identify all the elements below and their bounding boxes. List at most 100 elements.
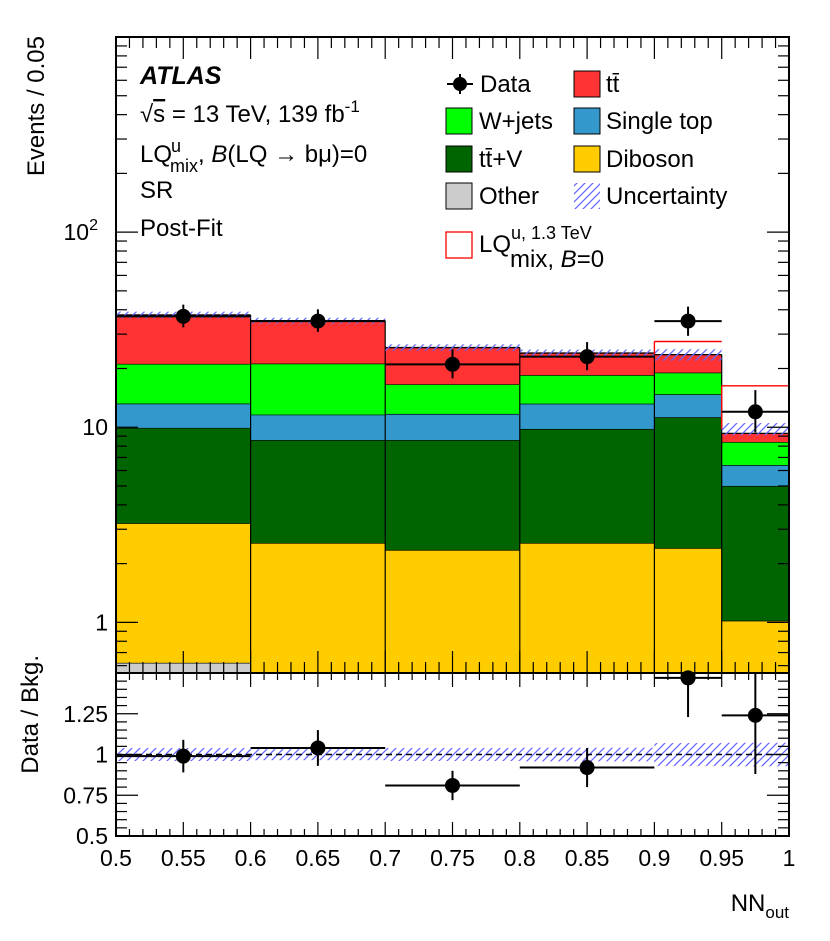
ratio-data-points bbox=[116, 670, 789, 801]
stack-bar-ttbar bbox=[721, 433, 789, 443]
legend-label-diboson: Diboson bbox=[606, 146, 694, 173]
main-y-tick-label: 10 bbox=[82, 414, 108, 440]
x-tick-label: 0.9 bbox=[638, 845, 670, 871]
data-point bbox=[445, 356, 460, 372]
stack-bar-diboson bbox=[721, 620, 789, 673]
stack-bar-wjets bbox=[116, 363, 251, 404]
model-tail-a: , bbox=[198, 141, 211, 168]
legend-swatch-other bbox=[445, 182, 473, 210]
fit-label: Post-Fit bbox=[140, 215, 223, 242]
x-tick-label: 0.95 bbox=[699, 845, 744, 871]
model-main: LQ bbox=[140, 141, 172, 168]
x-axis-title-sub: out bbox=[765, 903, 789, 922]
ratio-y-tick-label: 0.75 bbox=[63, 782, 108, 808]
data-point bbox=[310, 313, 326, 329]
ratio-uncertainty-bin bbox=[385, 747, 520, 762]
legend-item-data: Data bbox=[447, 71, 531, 98]
region-label: SR bbox=[140, 177, 173, 204]
x-tick-label: 0.5 bbox=[100, 845, 132, 871]
stack-bar-diboson bbox=[654, 548, 722, 673]
atlas-label: ATLAS bbox=[139, 62, 222, 90]
legend: Data tt̄ W+jets Single top tt̄+V Diboson… bbox=[445, 70, 727, 273]
x-axis-title-main: NN bbox=[731, 890, 766, 917]
stack-bar-ttv bbox=[250, 440, 386, 544]
legend-label-signal: LQu, 1.3 TeV bbox=[479, 223, 592, 258]
stack-bar-ttv bbox=[116, 427, 251, 524]
legend-label-signal-sub: mix, B=0 bbox=[510, 246, 604, 273]
stack-bar-singletop bbox=[250, 414, 386, 441]
legend-item-wjets: W+jets bbox=[445, 107, 553, 135]
ratio-point bbox=[310, 740, 326, 756]
legend-label-other: Other bbox=[479, 183, 539, 210]
ratio-point bbox=[579, 760, 595, 776]
axis-ticks bbox=[115, 37, 790, 837]
stack-bar-singletop bbox=[654, 394, 722, 418]
stack-bar-ttv bbox=[519, 428, 655, 544]
x-tick-label: 0.55 bbox=[161, 845, 206, 871]
uncertainty-bin bbox=[385, 344, 520, 351]
stack-bar-wjets bbox=[250, 363, 386, 415]
stack-bar-diboson bbox=[116, 523, 251, 663]
data-point bbox=[579, 349, 595, 365]
info-block: ATLAS √s = 13 TeV, 139 fb-1 LQu mix, B(LQ… bbox=[139, 62, 367, 242]
stack-bar-wjets bbox=[721, 442, 789, 466]
energy-text: = 13 TeV, 139 fb bbox=[165, 101, 345, 128]
energy-label: √s = 13 TeV, 139 fb-1 bbox=[140, 97, 360, 128]
signal-main: LQ bbox=[479, 231, 511, 258]
model-tail-b: B bbox=[211, 141, 227, 168]
legend-label-ttv: tt̄+V bbox=[479, 146, 522, 173]
legend-item-singletop: Single top bbox=[573, 107, 713, 135]
ratio-point bbox=[175, 748, 191, 764]
legend-label-singletop: Single top bbox=[606, 108, 713, 135]
x-tick-label: 0.85 bbox=[565, 845, 610, 871]
axis-tick-labels: 0.5 0.55 0.6 0.65 0.7 0.75 0.8 0.85 0.9 0.95 1 1 10 1… bbox=[63, 217, 795, 871]
x-tick-label: 0.75 bbox=[430, 845, 475, 871]
legend-item-uncertainty: Uncertainty bbox=[574, 183, 727, 210]
legend-swatch-uncertainty bbox=[574, 183, 600, 209]
signal-sup: u, 1.3 TeV bbox=[511, 223, 592, 243]
legend-label-uncertainty: Uncertainty bbox=[606, 183, 727, 210]
stack-bar-wjets bbox=[385, 384, 520, 414]
signal-sub-c: =0 bbox=[577, 246, 604, 273]
sqrt-symbol: √ bbox=[140, 101, 154, 128]
model-sup: u bbox=[171, 136, 181, 156]
ratio-y-axis-title: Data / Bkg. bbox=[17, 655, 44, 774]
stack-bar-singletop bbox=[721, 465, 789, 486]
main-y-axis-title: Events / 0.05 bbox=[23, 36, 50, 176]
main-y-tick-label: 1 bbox=[95, 609, 108, 635]
legend-item-signal: LQu, 1.3 TeV mix, B=0 bbox=[445, 223, 604, 273]
signal-overlay bbox=[653, 340, 789, 429]
main-y-tick-exponent: 2 bbox=[89, 217, 98, 234]
model-label: LQu mix, B(LQ → bμ)=0 bbox=[140, 136, 367, 176]
legend-swatch-signal bbox=[445, 231, 473, 259]
x-tick-label: 1 bbox=[783, 845, 796, 871]
model-tail-c: (LQ → bμ)=0 bbox=[227, 141, 367, 168]
x-tick-label: 0.6 bbox=[235, 845, 267, 871]
energy-s: s bbox=[153, 101, 165, 128]
x-tick-label: 0.8 bbox=[504, 845, 536, 871]
x-tick-label: 0.65 bbox=[296, 845, 341, 871]
main-y-tick-label: 102 bbox=[64, 217, 99, 245]
ratio-point bbox=[747, 707, 763, 723]
ratio-y-tick-label: 1.25 bbox=[63, 701, 108, 727]
stack-bar-singletop bbox=[385, 413, 520, 441]
data-point bbox=[680, 313, 696, 329]
stack-bar-singletop bbox=[519, 403, 655, 429]
stack-bar-singletop bbox=[116, 403, 251, 428]
x-axis-title: NNout bbox=[731, 890, 790, 922]
legend-data-marker bbox=[453, 77, 467, 91]
legend-swatch-ttv bbox=[445, 145, 473, 173]
legend-swatch-wjets bbox=[445, 107, 473, 135]
legend-label-data: Data bbox=[480, 71, 531, 98]
ratio-point bbox=[680, 670, 696, 686]
data-point bbox=[175, 308, 191, 324]
stack-bar-ttv bbox=[385, 440, 520, 550]
uncertainty-bin bbox=[654, 349, 722, 361]
legend-item-other: Other bbox=[445, 182, 539, 210]
signal-sub-a: mix, bbox=[510, 246, 561, 273]
legend-swatch-ttbar bbox=[573, 70, 601, 98]
ratio-y-tick-label: 0.5 bbox=[76, 823, 108, 849]
ratio-point bbox=[445, 777, 460, 793]
signal-sub-b: B bbox=[561, 246, 577, 273]
